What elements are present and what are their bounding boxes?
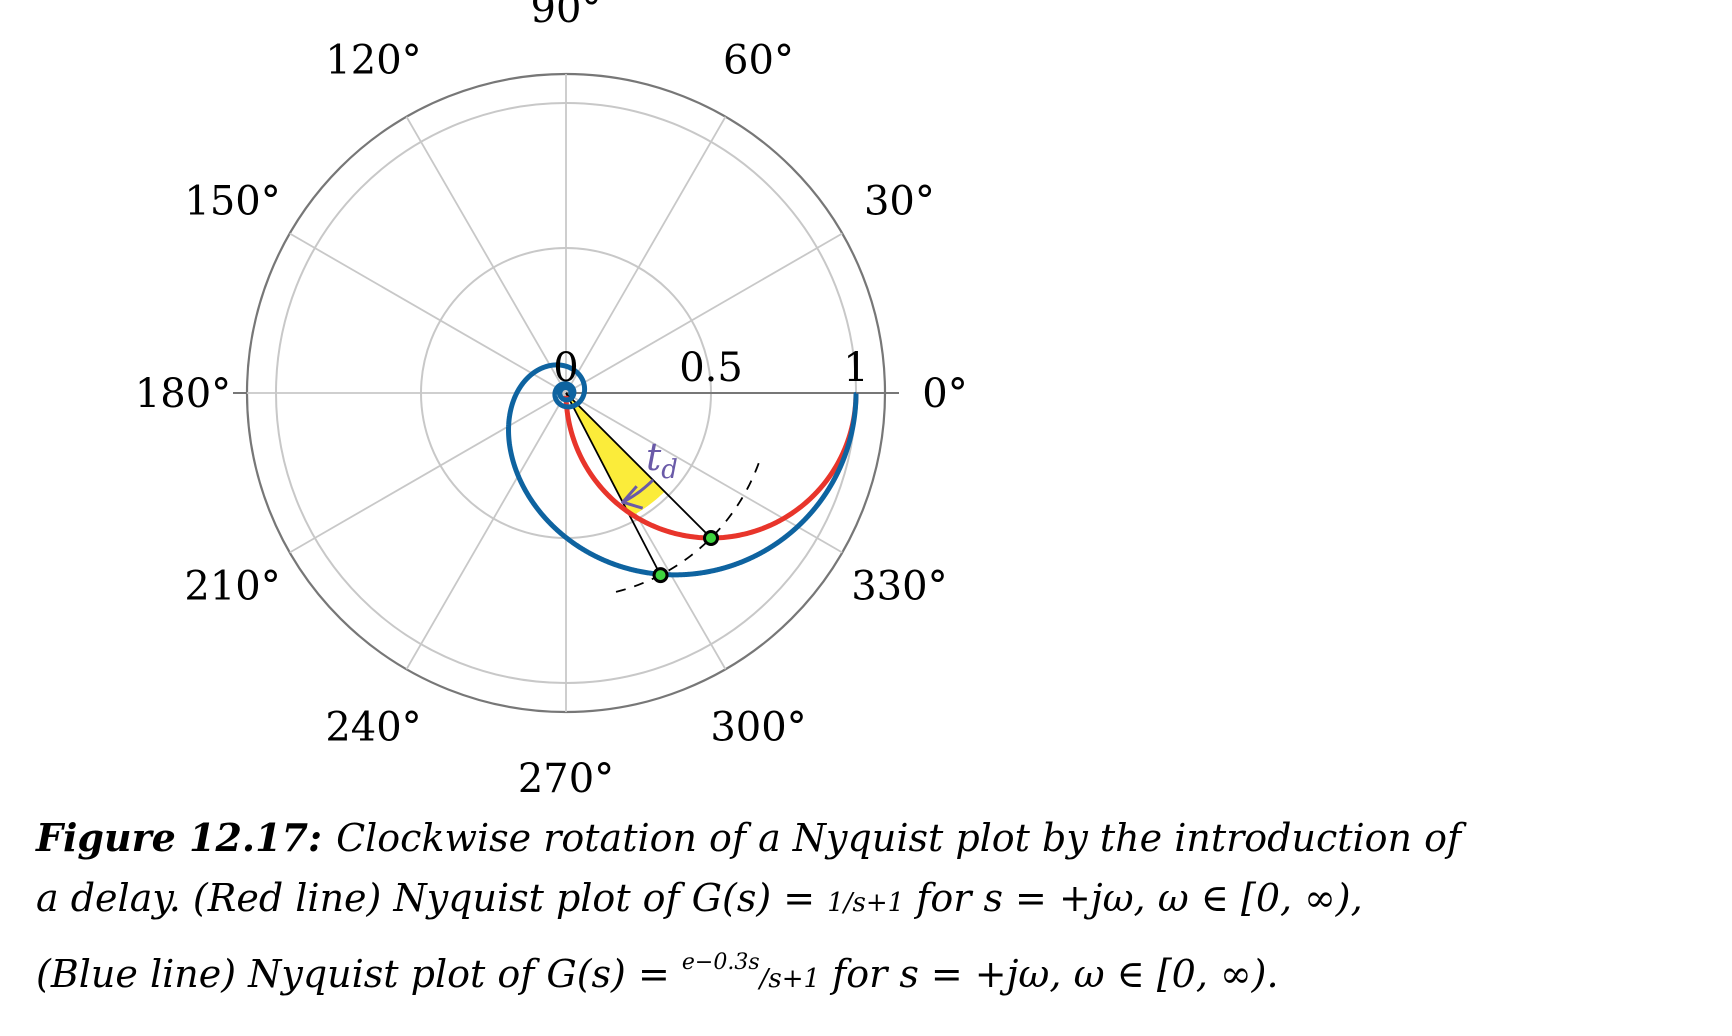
angle-tick-label: 270° [518,756,614,800]
caption-line-2-fraction: 1/s+1 [827,888,905,918]
angle-spoke [405,116,567,394]
highlight-markers [652,530,719,584]
blue-highlight-point [652,567,669,584]
delay-annotation: td [646,435,678,485]
rotation-arrow-head [621,485,644,510]
caption-line-3: (Blue line) Nyquist plot of G(s) = e−0.3… [36,933,1706,1009]
nyquist-polar-chart: 0° 30° 60° 90° 120° 150° 180° 210° 240° 270° 300° 3… [135,0,968,800]
angle-spoke [565,116,727,394]
constant-magnitude-arc [615,462,760,593]
angle-tick-label: 120° [325,38,421,84]
angle-tick-label: 150° [184,179,280,225]
delay-annotation-main: t [646,435,662,479]
blue-nyquist-curve [506,362,859,578]
caption-line-1: Figure 12.17: Clockwise rotation of a Nyq… [36,808,1706,868]
red-highlight-point [703,530,719,546]
angle-spoke [289,392,567,554]
caption-figure-label: Figure 12.17: [36,815,323,860]
caption-line-2-a: a delay. (Red line) Nyquist plot of G(s)… [36,876,828,920]
ray-to-red-point [565,392,712,539]
rotation-arrow-arc [621,478,655,504]
caption-line-3-exponent: e−0.3s [681,950,760,975]
figure-caption: Figure 12.17: Clockwise rotation of a Nyq… [36,808,1706,1009]
angle-tick-label: 90° [531,0,602,32]
delay-wedge [565,392,760,593]
angle-tick-label: 330° [851,564,947,610]
delay-annotation-subscript: d [661,455,678,485]
caption-line-1-text: Clockwise rotation of a Nyquist plot by … [336,816,1462,860]
caption-line-3-b: for s = +jω, ω ∈ [0, ∞). [820,952,1279,996]
angle-tick-label: 210° [184,564,280,610]
delay-wedge-fill [566,393,665,517]
series-lines [506,362,859,578]
angle-spoke [565,232,843,394]
radial-tick-label: 1 [843,345,868,391]
tick-labels: 0° 30° 60° 90° 120° 150° 180° 210° 240° 270° 300° 3… [135,0,968,800]
angle-tick-label: 240° [325,704,421,750]
caption-line-3-a: (Blue line) Nyquist plot of G(s) = [36,952,682,996]
polar-grid [245,72,887,714]
angle-tick-label: 300° [710,704,806,750]
radial-tick-label: 0.5 [679,345,743,391]
angle-spoke [289,232,567,394]
angle-tick-label: 30° [864,179,935,225]
angle-tick-label: 60° [723,38,794,84]
angle-spoke [405,392,567,670]
caption-line-3-fraction: /s+1 [759,964,821,994]
angle-tick-label: 0° [922,371,967,417]
angle-tick-label: 180° [135,371,231,417]
ray-to-blue-point [565,392,662,576]
caption-line-2-b: for s = +jω, ω ∈ [0, ∞), [904,876,1363,920]
annotation: td [646,435,678,485]
radial-tick-label: 0 [553,345,578,391]
caption-line-2: a delay. (Red line) Nyquist plot of G(s)… [36,868,1706,933]
